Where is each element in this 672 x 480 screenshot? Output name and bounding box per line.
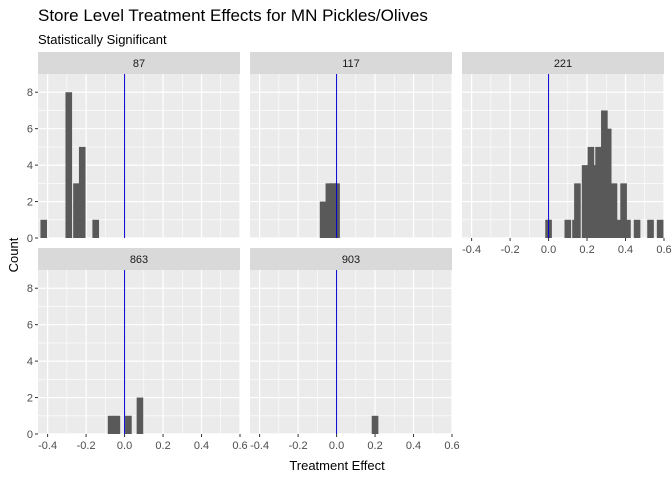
y-tick-label: 0 (27, 233, 33, 245)
y-tick-label: 0 (27, 429, 33, 441)
histogram-bar (136, 397, 144, 434)
y-tick-label: 8 (27, 283, 33, 295)
histogram-bar (564, 219, 572, 238)
facet-strip-label: 221 (554, 58, 572, 70)
histogram-bar (581, 165, 589, 238)
facet-strip (250, 248, 452, 270)
x-tick-label: 0.0 (541, 244, 556, 256)
x-tick-label: -0.4 (38, 440, 57, 452)
x-tick-label: 0.2 (155, 440, 170, 452)
facet-strip (38, 248, 240, 270)
y-tick-label: 2 (27, 393, 33, 405)
y-tick-label: 6 (27, 320, 33, 332)
x-axis-label: Treatment Effect (289, 458, 385, 473)
histogram-bar (92, 219, 100, 238)
facet-strip (250, 52, 452, 74)
panel-background (250, 74, 452, 238)
histogram-bar (78, 146, 86, 238)
histogram-bar (601, 110, 608, 238)
y-tick-label: 2 (27, 197, 33, 209)
facet-panel-87: 87 0 2 4 6 8 (27, 52, 241, 245)
histogram-bar (604, 128, 612, 238)
x-tick-label: 0.4 (406, 440, 421, 452)
histogram-bar (624, 219, 631, 238)
x-tick-label: -0.2 (77, 440, 96, 452)
x-tick-label: -0.2 (289, 440, 308, 452)
facet-strip (38, 52, 240, 74)
facet-strip-label: 87 (133, 58, 145, 70)
histogram-bar (73, 183, 80, 238)
histogram-bar (610, 183, 618, 238)
x-tick-label: -0.4 (462, 244, 481, 256)
histogram-bar (647, 219, 654, 238)
histogram-bar (614, 219, 622, 238)
histogram-bar (633, 219, 641, 238)
y-axis-label: Count (6, 237, 21, 272)
x-tick-label: 0.6 (656, 244, 671, 256)
x-tick-label: 0.2 (579, 244, 594, 256)
y-tick-label: 4 (27, 160, 33, 172)
x-tick-label: 0.2 (367, 440, 382, 452)
facet-panel-221: 221 -0.4 -0.2 0.0 0.2 0.4 0.6 (462, 52, 672, 256)
x-tick-label: 0.0 (117, 440, 132, 452)
facet-strip-label: 117 (342, 58, 360, 70)
histogram-bar (595, 146, 602, 238)
x-tick-label: -0.4 (250, 440, 269, 452)
y-tick-label: 4 (27, 356, 33, 368)
histogram-bar (371, 415, 379, 434)
x-tick-label: 0.4 (194, 440, 209, 452)
histogram-bar (587, 146, 595, 238)
histogram-bar (65, 92, 73, 238)
histogram-bar (325, 183, 333, 238)
histogram-bar (620, 183, 627, 238)
histogram-bar (319, 201, 327, 238)
panel-background (462, 74, 664, 238)
histogram-bar (329, 183, 337, 238)
facet-strip (462, 52, 664, 74)
histogram-bar (656, 219, 664, 238)
facet-panel-863: 863 0 2 4 6 8 -0.4 -0.2 0.0 0.2 0.4 0.6 (27, 248, 248, 452)
facet-strip-label: 863 (130, 254, 148, 266)
y-tick-label: 8 (27, 87, 33, 99)
histogram-bar (591, 165, 599, 238)
facet-panel-117: 117 (250, 52, 453, 239)
y-tick-label: 6 (27, 124, 33, 136)
x-tick-label: 0.6 (232, 440, 247, 452)
panel-background (250, 270, 452, 434)
histogram-bar (40, 219, 48, 238)
histogram-bar (125, 415, 132, 434)
histogram-bar (107, 415, 115, 434)
histogram-bar (574, 183, 581, 238)
x-tick-label: 0.6 (444, 440, 459, 452)
facet-panel-903: 903 -0.4 -0.2 0.0 0.2 0.4 0.6 (250, 248, 460, 452)
facet-strip-label: 903 (342, 254, 360, 266)
chart-subtitle: Statistically Significant (38, 32, 167, 47)
x-tick-label: 0.4 (618, 244, 633, 256)
histogram-bar (113, 415, 121, 434)
chart-title: Store Level Treatment Effects for MN Pic… (38, 6, 428, 25)
x-tick-label: 0.0 (329, 440, 344, 452)
x-tick-label: -0.2 (501, 244, 520, 256)
